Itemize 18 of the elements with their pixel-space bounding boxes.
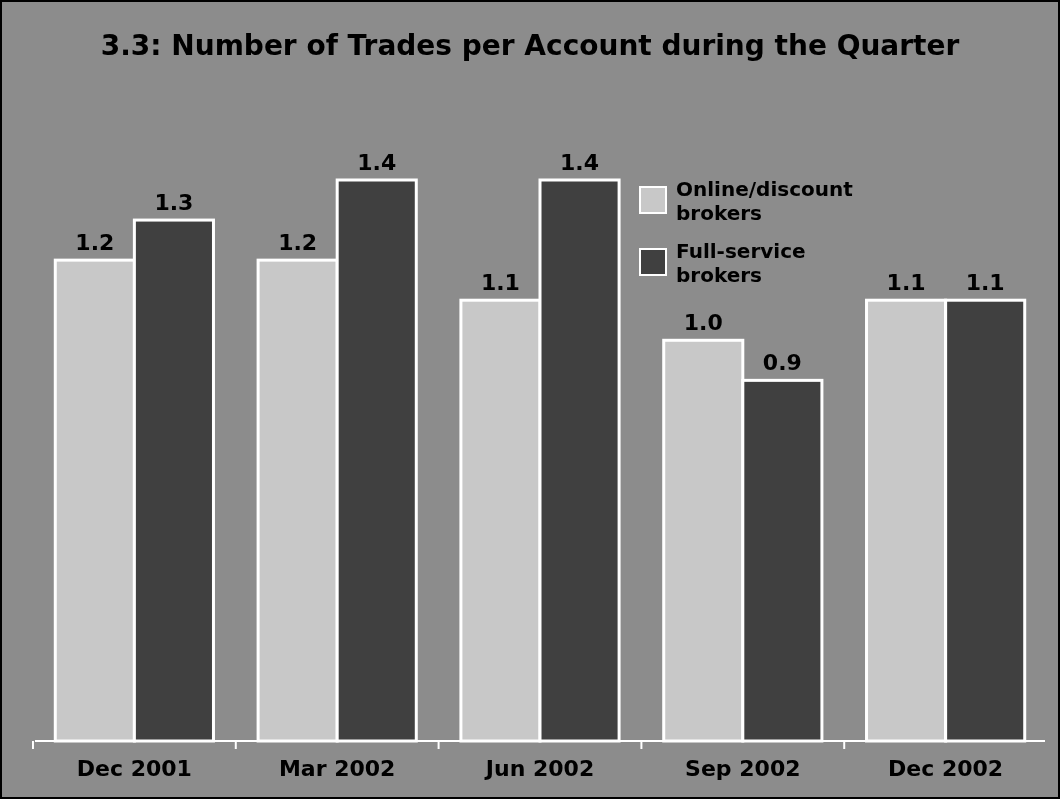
legend-label: Full-service brokers — [676, 239, 806, 287]
x-tick-label: Sep 2002 — [685, 756, 801, 781]
x-tick-label: Mar 2002 — [278, 756, 396, 781]
data-label: 0.9 — [762, 350, 802, 376]
chart-title: 3.3: Number of Trades per Account during the Quarter — [100, 29, 960, 62]
data-label: 1.2 — [278, 230, 318, 256]
data-label: 1.0 — [683, 310, 723, 336]
x-tick-label: Dec 2001 — [76, 756, 192, 781]
data-label: 1.4 — [357, 150, 397, 175]
data-label: 1.3 — [154, 190, 194, 216]
data-label: 1.1 — [965, 270, 1005, 296]
data-label: 1.1 — [480, 270, 520, 296]
x-tick-label: Dec 2002 — [888, 756, 1004, 781]
data-label: 1.4 — [560, 150, 600, 175]
x-tick-label: Jun 2002 — [483, 756, 595, 781]
data-label: 1.2 — [75, 230, 115, 256]
legend-label: Online/discount brokers — [676, 177, 854, 225]
data-label: 1.1 — [886, 270, 926, 296]
